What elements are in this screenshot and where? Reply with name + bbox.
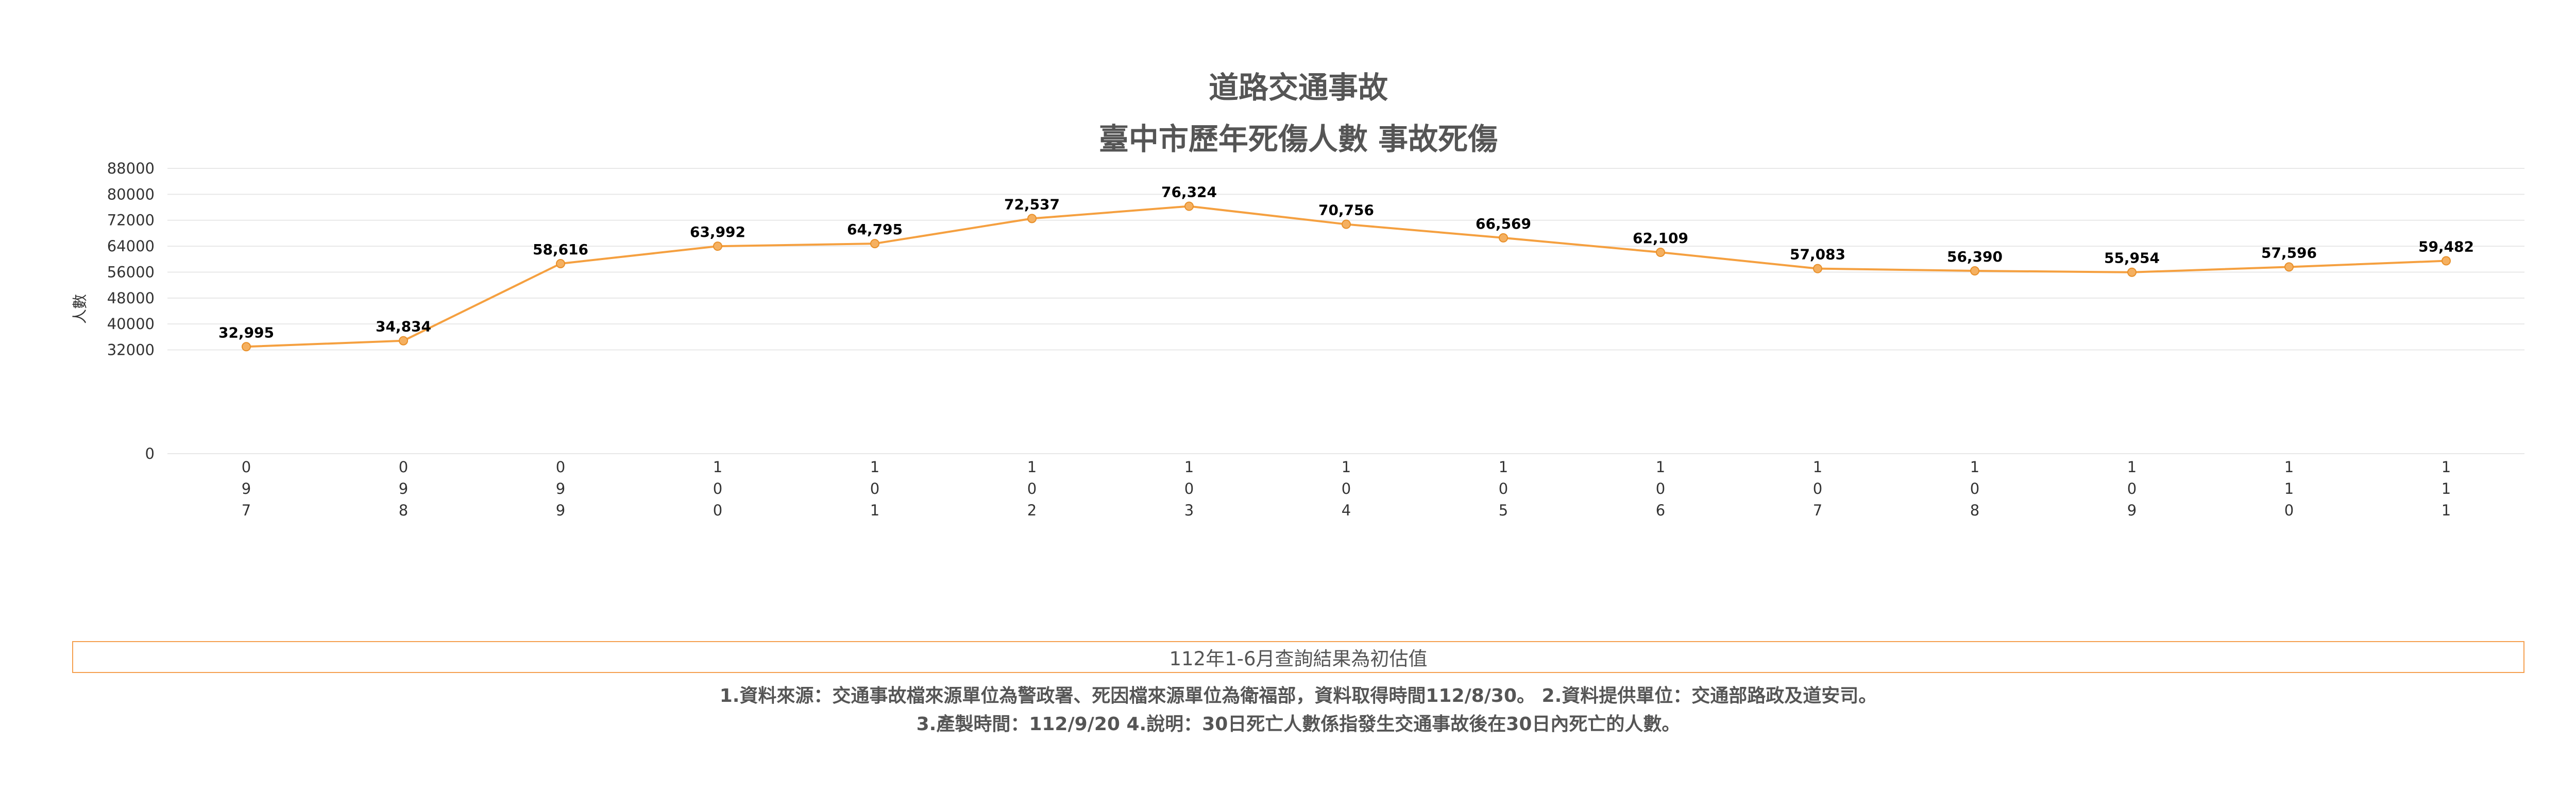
data-point[interactable] [1027, 214, 1037, 223]
data-point[interactable] [1813, 264, 1822, 273]
data-point[interactable] [1184, 201, 1194, 211]
y-tick-label: 72000 [107, 212, 155, 229]
y-axis-label: 人數 [71, 294, 89, 324]
data-label: 70,756 [1318, 202, 1374, 219]
data-point[interactable] [556, 258, 565, 268]
data-label: 59,482 [2418, 238, 2474, 255]
data-point[interactable] [2442, 256, 2451, 266]
data-point[interactable] [1656, 247, 1665, 257]
y-tick-label: 88000 [107, 160, 155, 177]
data-label: 64,795 [847, 221, 903, 238]
data-label: 62,109 [1633, 230, 1688, 247]
data-label: 66,569 [1476, 215, 1531, 232]
data-label: 55,954 [2104, 250, 2160, 267]
chart-title-group: 道路交通事故 臺中市歷年死傷人數 事故死傷 [1099, 70, 1498, 157]
footnote-description: 3.產製時間：112/9/20 4.說明：30日死亡人數係指發生交通事故後在30… [916, 714, 1681, 735]
estimate-note: 112年1-6月查詢結果為初估值 [72, 641, 2524, 673]
y-tick-label: 56000 [107, 263, 155, 281]
data-points [242, 201, 2451, 352]
data-label: 72,537 [1004, 196, 1060, 213]
x-axis-ticks: 0 9 7 0 9 8 0 9 9 1 0 0 1 0 1 1 0 2 1 0 3 1 0 4 1 0 5 1 0 6 1 0 7 1 0 8 1 0 9 1… [242, 458, 2451, 519]
y-tick-label: 80000 [107, 185, 155, 203]
data-label: 57,083 [1790, 246, 1845, 263]
chart-title-line-2: 臺中市歷年死傷人數 事故死傷 [1099, 122, 1498, 157]
data-point[interactable] [2284, 262, 2294, 272]
y-tick-label: 32000 [107, 341, 155, 359]
line-chart: 道路交通事故 臺中市歷年死傷人數 事故死傷 88000 80000 72000 640… [71, 70, 2524, 519]
y-tick-label: 64000 [107, 237, 155, 255]
y-tick-label: 0 [145, 445, 155, 462]
data-point[interactable] [242, 342, 251, 352]
data-point[interactable] [1499, 233, 1508, 243]
data-label: 58,616 [533, 241, 588, 258]
data-label: 32,995 [218, 324, 274, 341]
chart-title-line-1: 道路交通事故 [1209, 70, 1388, 105]
data-point[interactable] [1970, 266, 1979, 275]
data-point[interactable] [399, 336, 408, 346]
data-point[interactable] [870, 239, 879, 249]
data-labels: 32,995 34,834 58,616 63,992 64,795 72,537 76,3… [218, 184, 2474, 341]
y-tick-label: 40000 [107, 315, 155, 333]
data-label: 56,390 [1947, 248, 2003, 265]
data-label: 34,834 [376, 318, 431, 335]
data-point[interactable] [1342, 219, 1351, 229]
data-point[interactable] [2127, 267, 2137, 277]
y-axis-ticks: 88000 80000 72000 64000 56000 48000 40000 32000… [107, 160, 155, 462]
data-point[interactable] [713, 241, 722, 251]
data-label: 63,992 [690, 223, 745, 240]
gridlines [167, 168, 2524, 454]
data-label: 76,324 [1161, 184, 1217, 201]
data-label: 57,596 [2261, 244, 2317, 261]
y-tick-label: 48000 [107, 289, 155, 307]
footnote-source: 1.資料來源：交通事故檔來源單位為警政署、死因檔來源單位為衛福部，資料取得時間1… [719, 685, 1877, 706]
